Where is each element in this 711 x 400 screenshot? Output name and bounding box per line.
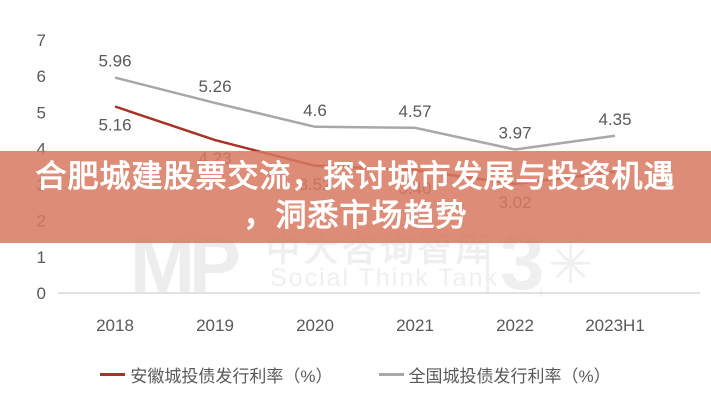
legend-label: 全国城投债发行利率（%） — [408, 367, 611, 386]
legend-item: 安徽城投债发行利率（%） — [100, 362, 333, 387]
data-label: 4.6 — [303, 101, 327, 120]
y-tick-label: 1 — [37, 248, 46, 267]
banner-line-1: 合肥城建股票交流，探讨城市发展与投资机遇 — [35, 159, 676, 195]
legend: 安徽城投债发行利率（%） 全国城投债发行利率（%） — [0, 362, 711, 387]
x-axis-label: 2022 — [496, 316, 534, 335]
x-axis-label: 2020 — [296, 316, 334, 335]
x-axis-label: 2021 — [396, 316, 434, 335]
legend-label: 安徽城投债发行利率（%） — [130, 367, 333, 386]
starburst-icon: ✳ — [548, 235, 594, 295]
y-tick-label: 7 — [37, 31, 46, 50]
data-label: 5.16 — [98, 116, 131, 135]
y-tick-label: 6 — [37, 67, 46, 86]
data-label: 4.57 — [398, 102, 431, 121]
banner-line-2: ，洞悉市场趋势 — [243, 198, 468, 233]
x-axis-label: 2019 — [196, 316, 234, 335]
title-banner: 合肥城建股票交流，探讨城市发展与投资机遇 ，洞悉市场趋势 — [0, 151, 711, 243]
data-label: 3.97 — [498, 124, 531, 143]
legend-line-marker — [100, 372, 126, 377]
legend-line-marker — [378, 372, 404, 377]
x-axis-label: 2023H1 — [585, 316, 645, 335]
watermark-divider — [486, 238, 489, 294]
series-line — [114, 76, 616, 151]
watermark-brand-en: Social Think Tank — [270, 264, 500, 292]
x-axis-label: 2018 — [96, 316, 134, 335]
data-label: 5.26 — [198, 77, 231, 96]
data-label: 5.96 — [98, 52, 131, 71]
legend-item: 全国城投债发行利率（%） — [378, 362, 611, 387]
y-tick-label: 0 — [37, 284, 46, 303]
data-label: 4.35 — [598, 110, 631, 129]
y-tick-label: 4 — [37, 139, 46, 158]
y-tick-label: 5 — [37, 103, 46, 122]
